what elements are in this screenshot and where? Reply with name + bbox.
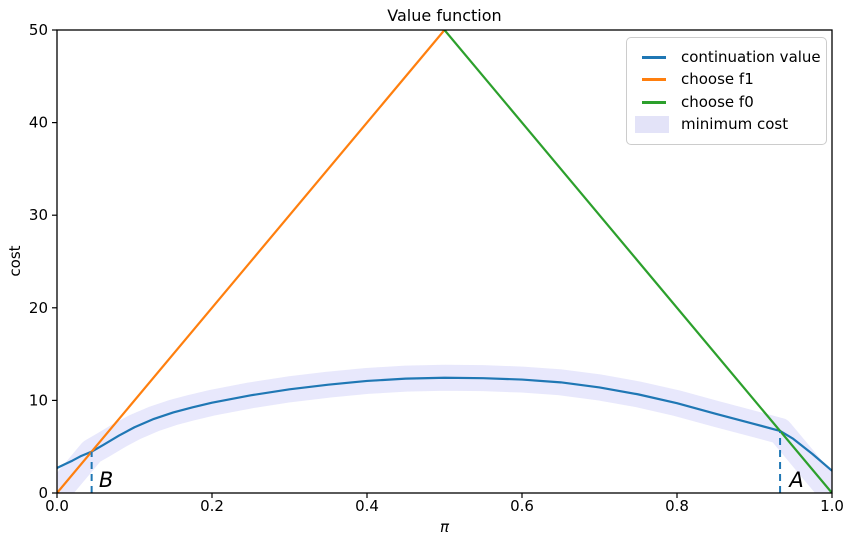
series-choose-f0 xyxy=(443,30,832,493)
y-tick-label: 0 xyxy=(38,484,48,502)
legend-box: continuation value choose f1 choose f0 mini… xyxy=(626,37,827,145)
x-tick-label: 0.6 xyxy=(510,497,534,515)
x-tick-label: 0.4 xyxy=(355,497,379,515)
y-tick-label: 10 xyxy=(29,391,48,409)
legend-item-choose-f1: choose f1 xyxy=(635,69,818,90)
y-tick-label: 50 xyxy=(29,21,48,39)
minimum-cost-swatch-icon xyxy=(635,115,669,133)
y-tick-label: 40 xyxy=(29,114,48,132)
chart-title: Value function xyxy=(387,6,502,25)
choose-f1-swatch-icon xyxy=(642,78,666,82)
y-tick-label: 30 xyxy=(29,206,48,224)
x-axis-label: π xyxy=(439,518,450,536)
legend-item-choose-f0: choose f0 xyxy=(635,92,818,113)
x-tick-label: 0.8 xyxy=(665,497,689,515)
legend-label: minimum cost xyxy=(681,114,789,133)
legend-item-minimum-cost: minimum cost xyxy=(635,114,818,135)
series-choose-f1 xyxy=(57,30,446,493)
legend-label: continuation value xyxy=(681,48,821,66)
plot-series-group xyxy=(57,30,832,493)
x-tick-label: 0.0 xyxy=(45,497,69,515)
y-axis-label: cost xyxy=(6,245,24,277)
continuation-value-swatch-icon xyxy=(642,56,666,59)
x-tick-label: 0.2 xyxy=(200,497,224,515)
choose-f0-swatch-icon xyxy=(642,100,666,104)
legend-item-continuation-value: continuation value xyxy=(635,47,821,68)
annotation-a: A xyxy=(787,468,803,492)
legend-label: choose f1 xyxy=(681,70,754,89)
series-continuation-value xyxy=(57,376,832,472)
axes-spines xyxy=(56,29,833,494)
legend-label: choose f0 xyxy=(681,92,754,111)
y-tick-label: 20 xyxy=(29,299,48,317)
series-minimum-cost xyxy=(57,364,832,493)
x-tick-label: 1.0 xyxy=(820,497,844,515)
annotation-b: B xyxy=(99,468,113,492)
